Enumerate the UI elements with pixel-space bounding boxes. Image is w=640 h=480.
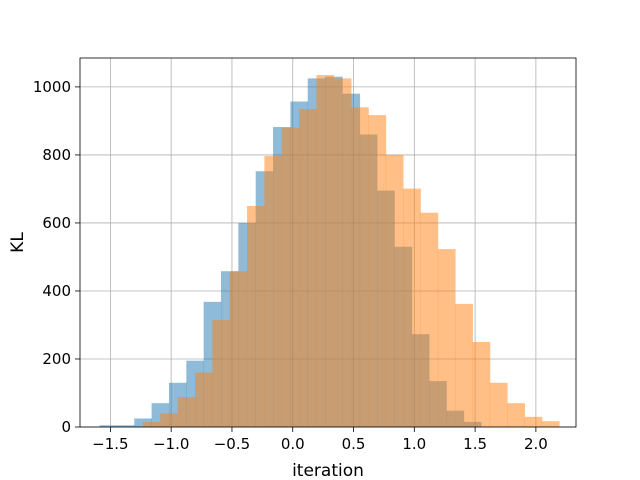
histogram-bar-series-1 [99,425,118,427]
histogram-bar-series-2 [420,212,439,427]
histogram-bar-series-2 [212,319,231,427]
histogram-bar-series-1 [116,425,135,427]
histogram-bar-series-2 [229,271,248,427]
histogram-bar-series-2 [247,205,265,427]
histogram-bar-series-2 [489,382,508,427]
x-tick-label: −1.0 [153,435,189,453]
x-axis-label: iteration [292,461,364,480]
x-tick-label: −0.5 [214,435,250,453]
histogram-bar-series-2 [437,249,456,427]
histogram-bar-series-2 [524,416,543,427]
plot-frame [79,57,577,428]
histogram-bar-series-2 [333,78,352,428]
histogram-bar-series-2 [264,155,283,428]
histogram-bar-series-2 [351,107,369,428]
y-tick-label: 1000 [33,78,71,96]
histogram-bar-series-2 [403,188,421,427]
histogram-bar-series-2 [316,75,335,427]
y-tick-label: 400 [42,282,71,300]
histogram-bar-series-2 [281,127,300,427]
histogram-bar-series-2 [177,397,196,427]
x-tick-label: 0.5 [342,435,366,453]
y-tick-label: 800 [42,146,71,164]
histogram-bar-series-2 [507,403,525,427]
histogram-bar-series-2 [368,115,387,427]
y-tick-label: 0 [61,418,71,436]
y-tick-label: 600 [42,214,71,232]
y-tick-label: 200 [42,350,71,368]
x-tick-label: 1.0 [402,435,426,453]
histogram-bar-series-2 [385,154,404,427]
histogram-bar-series-2 [299,109,317,427]
x-tick-label: 0.0 [281,435,305,453]
histogram-bar-series-2 [472,341,491,427]
x-tick-label: 2.0 [524,435,548,453]
axis-ticks: −1.5 −1.0 −0.5 0.0 0.5 1.0 1.5 2.0 0 200 400 600 800… [33,78,548,453]
histogram-bar-series-2 [142,421,161,427]
x-tick-label: 1.5 [463,435,487,453]
histogram-bar-series-2 [455,303,473,427]
histogram-bars [99,75,560,428]
histogram-bar-series-2 [195,372,213,427]
y-axis-label: KL [8,232,28,253]
histogram-bar-series-2 [160,413,178,427]
x-tick-label: −1.5 [92,435,128,453]
histogram-bar-series-2 [541,421,560,427]
